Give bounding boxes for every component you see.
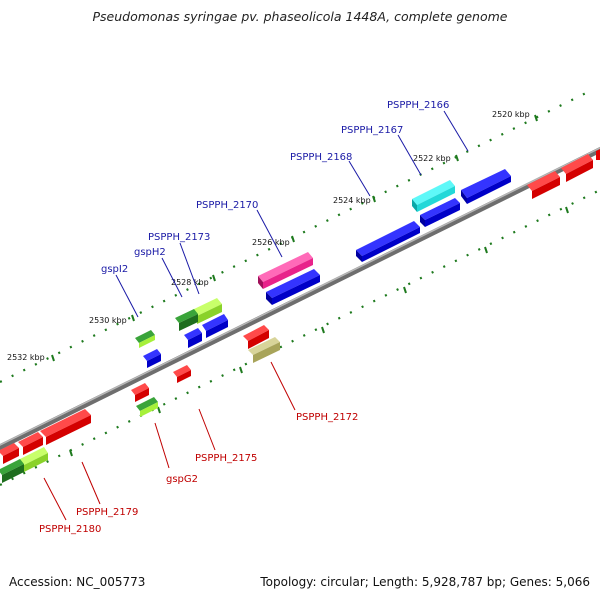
gene-label-pspph-2173[interactable]: PSPPH_2173 [148, 232, 210, 243]
gene-label-gspg2[interactable]: gspG2 [166, 474, 198, 485]
scale-label-2532: 2532 kbp [7, 353, 45, 362]
forward-genes[interactable] [135, 169, 511, 368]
map-title: Pseudomonas syringae pv. phaseolicola 14… [92, 9, 508, 24]
scale-label-2520: 2520 kbp [492, 110, 530, 119]
scale-label-2528: 2528 kbp [171, 278, 209, 287]
gene-label-pspph-2168[interactable]: PSPPH_2168 [290, 152, 352, 163]
topology-text: Topology: circular; Length: 5,928,787 bp… [260, 575, 590, 589]
accession-text: Accession: NC_005773 [9, 575, 146, 589]
gene-label-pspph-2167[interactable]: PSPPH_2167 [341, 125, 403, 136]
genome-backbone [0, 146, 600, 451]
label-leader-lines-red [43, 361, 296, 521]
scale-label-2530: 2530 kbp [89, 316, 127, 325]
gene-label-pspph-2180[interactable]: PSPPH_2180 [39, 524, 101, 535]
major-ticks [51, 114, 569, 457]
gene-label-pspph-2179[interactable]: PSPPH_2179 [76, 507, 138, 518]
gene-label-pspph-2172[interactable]: PSPPH_2172 [296, 412, 358, 423]
scale-track-upper [0, 90, 591, 383]
scale-label-2526: 2526 kbp [252, 238, 290, 247]
gene-label-pspph-2166[interactable]: PSPPH_2166 [387, 100, 449, 111]
gene-label-gspi2[interactable]: gspI2 [101, 264, 128, 275]
scale-track-lower [0, 189, 600, 486]
reverse-genes[interactable] [0, 147, 600, 483]
gene-label-pspph-2175[interactable]: PSPPH_2175 [195, 453, 257, 464]
gene-label-pspph-2170[interactable]: PSPPH_2170 [196, 200, 258, 211]
scale-label-2524: 2524 kbp [333, 196, 371, 205]
gene-label-gsph2[interactable]: gspH2 [134, 247, 166, 258]
label-leader-lines [115, 110, 469, 318]
scale-label-2522: 2522 kbp [413, 154, 451, 163]
